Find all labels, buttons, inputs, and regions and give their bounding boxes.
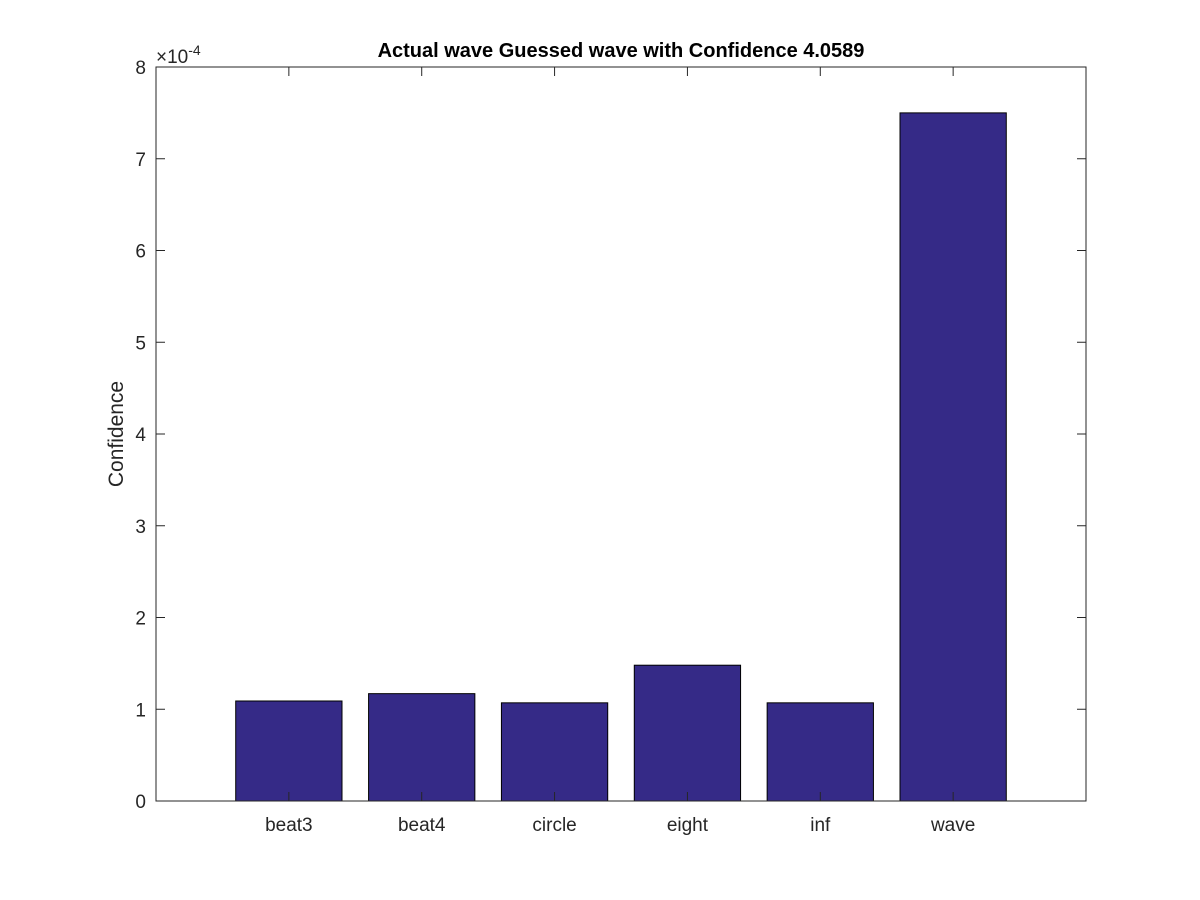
y-tick-label: 5: [135, 333, 146, 354]
x-tick-label: inf: [810, 815, 831, 836]
y-tick-label: 1: [135, 700, 146, 721]
x-tick-label: beat4: [398, 815, 446, 836]
y-tick-label: 4: [135, 425, 146, 446]
bar-circle: [500, 702, 609, 802]
bar-beat3: [235, 700, 343, 802]
x-tick-label: beat3: [265, 815, 313, 836]
y-axis-label: Confidence: [105, 381, 128, 487]
bars-group: [235, 112, 1007, 802]
y-axis-multiplier-exponent: -4: [188, 42, 201, 58]
y-axis-multiplier-base: ×10: [156, 47, 188, 68]
y-tick-label: 3: [135, 517, 146, 538]
y-tick-label: 2: [135, 609, 146, 630]
y-tick-label: 6: [135, 242, 146, 263]
y-tick-label: 8: [135, 58, 146, 79]
y-tick-label: 7: [135, 150, 146, 171]
y-axis-multiplier: ×10-4: [156, 42, 201, 68]
bar-beat4: [368, 693, 476, 802]
bar-wave: [899, 112, 1007, 802]
y-tick-label: 0: [135, 792, 146, 813]
x-tick-labels: beat3 beat4 circle eight inf wave: [265, 815, 975, 836]
bar-eight: [633, 664, 742, 802]
x-tick-label: circle: [532, 815, 576, 836]
x-tick-label: eight: [667, 815, 709, 836]
bar-inf: [766, 702, 874, 802]
axes-box: [155, 66, 1087, 802]
y-tick-labels: 0 1 2 3 4 5 6 7 8: [135, 58, 146, 813]
chart-title: Actual wave Guessed wave with Confidence…: [378, 40, 865, 62]
x-tick-label: wave: [930, 815, 975, 836]
axes-group: [155, 66, 1087, 802]
